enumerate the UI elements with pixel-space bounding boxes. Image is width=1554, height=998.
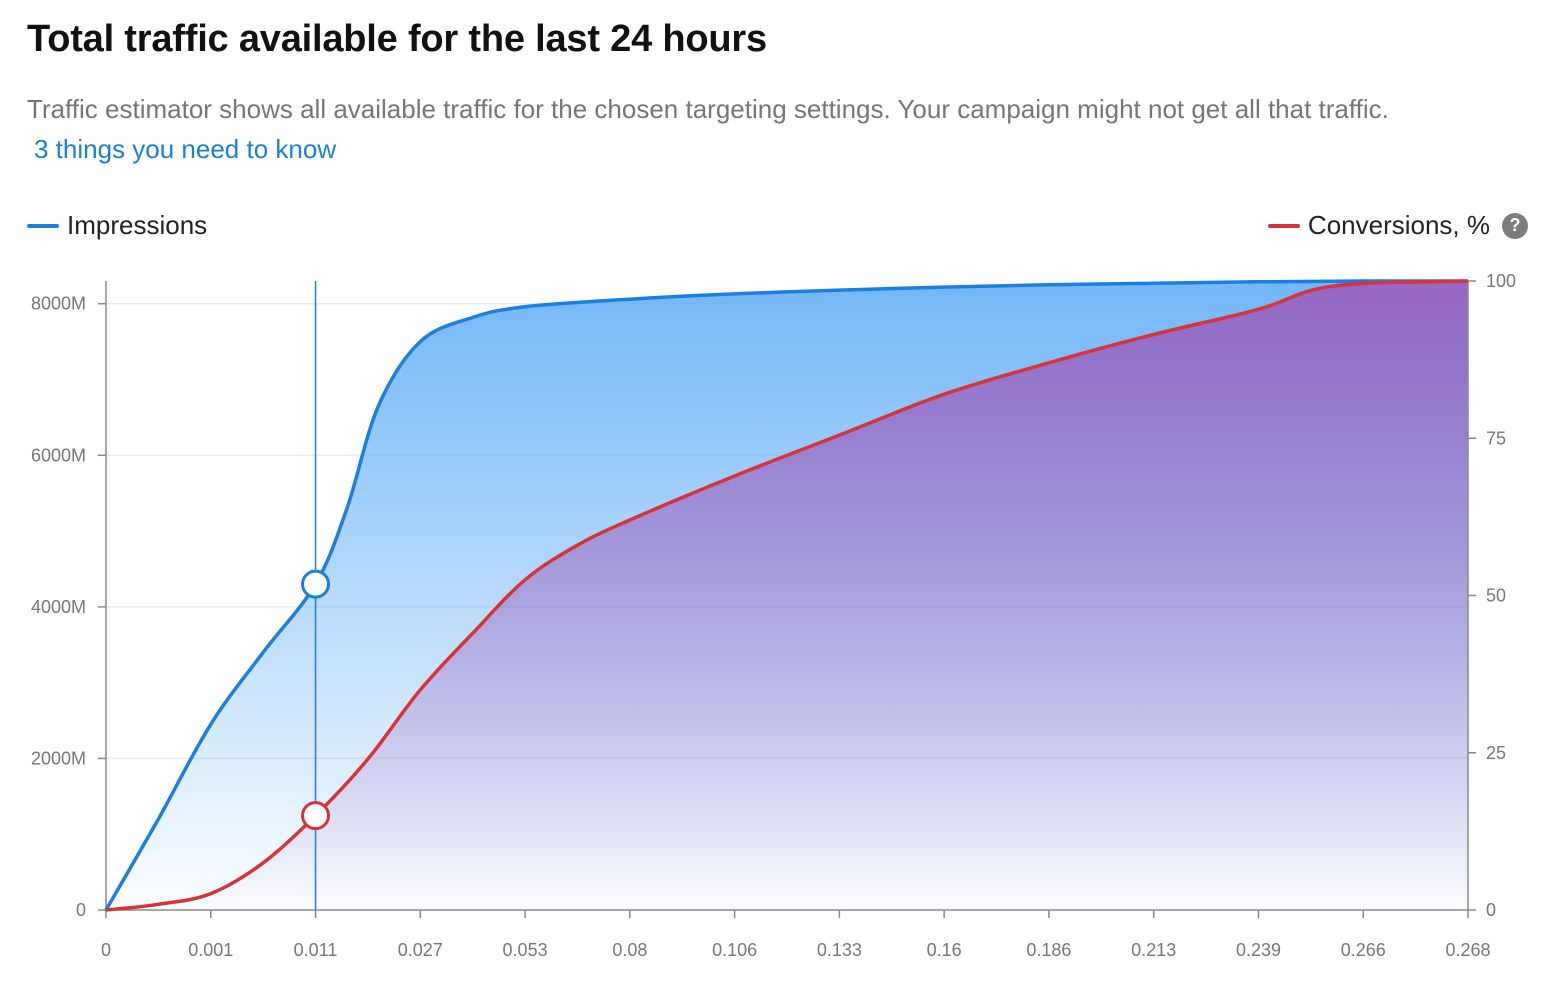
series-lines <box>104 279 1469 912</box>
legend-impressions: Impressions <box>27 210 207 241</box>
impressions-marker[interactable] <box>301 569 331 599</box>
right-tick-label: 100 <box>1486 271 1516 291</box>
right-tick-label: 0 <box>1486 900 1496 920</box>
left-tick-label: 2000M <box>31 748 86 768</box>
things-to-know-link[interactable]: 3 things you need to know <box>34 134 337 164</box>
x-tick-label: 0.186 <box>1026 940 1071 960</box>
x-tick-label: 0.08 <box>612 940 647 960</box>
left-tick-label: 0 <box>76 900 86 920</box>
left-tick-label: 6000M <box>31 445 86 465</box>
legend-impressions-label: Impressions <box>67 210 208 240</box>
axes: 0 2000M 4000M 6000M 8000M 0 25 50 75 100 0 0.001 0.0… <box>31 271 1516 960</box>
x-tick-label: 0.133 <box>817 940 862 960</box>
x-tick-label: 0.027 <box>398 940 443 960</box>
left-tick-label: 8000M <box>31 294 86 314</box>
description-text: Traffic estimator shows all available tr… <box>27 94 1389 124</box>
legend-conversions-swatch <box>1267 223 1300 228</box>
left-tick-label: 4000M <box>31 597 86 617</box>
x-tick-label: 0.268 <box>1445 940 1490 960</box>
question-circle-icon[interactable]: ? <box>1502 212 1528 239</box>
area-fills <box>106 280 1468 910</box>
legend-conversions: Conversions, % ? <box>1267 210 1528 241</box>
right-tick-label: 75 <box>1486 428 1506 448</box>
x-tick-label: 0 <box>101 940 111 960</box>
x-tick-label: 0.053 <box>503 940 548 960</box>
conversions-marker[interactable] <box>301 801 331 831</box>
page-title: Total traffic available for the last 24 … <box>27 18 767 60</box>
legend-conversions-label: Conversions, % <box>1307 210 1490 240</box>
x-tick-label: 0.16 <box>927 940 962 960</box>
selection-markers[interactable] <box>301 281 331 910</box>
x-tick-label: 0.001 <box>188 940 233 960</box>
conversions-area <box>106 281 1468 910</box>
x-tick-label: 0.266 <box>1341 940 1386 960</box>
x-tick-label: 0.106 <box>712 940 757 960</box>
conversions-line <box>105 279 1469 912</box>
x-tick-label: 0.239 <box>1236 940 1281 960</box>
legend-impressions-swatch <box>27 223 59 228</box>
x-tick-label: 0.213 <box>1131 940 1176 960</box>
x-tick-label: 0.011 <box>294 940 338 960</box>
right-tick-label: 25 <box>1486 743 1506 763</box>
right-tick-label: 50 <box>1486 586 1506 606</box>
impressions-line <box>104 279 1469 911</box>
